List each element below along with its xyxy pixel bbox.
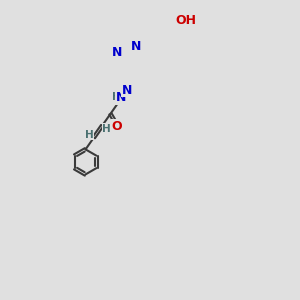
Text: H: H (85, 130, 94, 140)
Text: O: O (112, 120, 122, 133)
Text: N: N (116, 91, 126, 104)
Text: H: H (112, 92, 121, 102)
Text: N: N (112, 46, 122, 59)
Text: N: N (122, 84, 132, 97)
Text: OH: OH (175, 14, 196, 27)
Text: N: N (131, 40, 142, 53)
Text: H: H (102, 124, 111, 134)
